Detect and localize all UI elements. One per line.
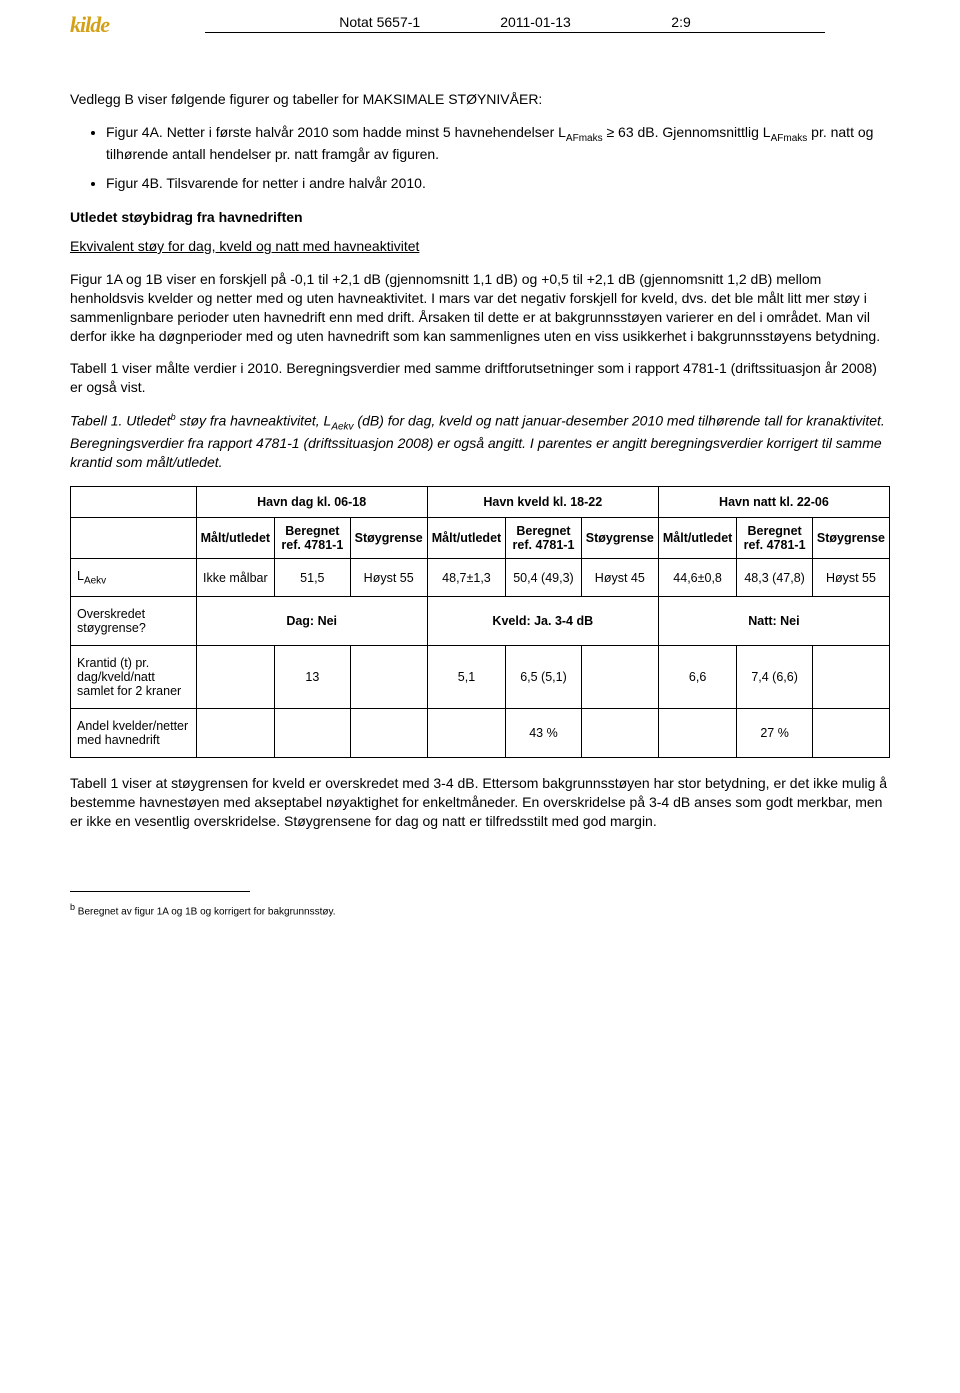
table-cell: 6,6	[658, 646, 736, 709]
table-cell: Kveld: Ja. 3-4 dB	[427, 597, 658, 646]
sub-header: Målt/utledet	[196, 517, 274, 558]
table-cell	[427, 709, 505, 758]
section-title: Utledet støybidrag fra havnedriften	[70, 209, 890, 225]
text: Tabell 1. Utledet	[70, 413, 171, 429]
page: kilde Notat 5657-1 2011-01-13 2:9 Vedleg…	[0, 0, 960, 957]
table-cell: 48,3 (47,8)	[737, 558, 813, 597]
table-cell: Dag: Nei	[196, 597, 427, 646]
data-table: Havn dag kl. 06-18 Havn kveld kl. 18-22 …	[70, 486, 890, 759]
footnote-text: Beregnet av figur 1A og 1B og korrigert …	[75, 906, 336, 917]
table-cell: 5,1	[427, 646, 505, 709]
footnote: b Beregnet av figur 1A og 1B og korriger…	[70, 902, 890, 917]
table-cell: 6,5 (5,1)	[506, 646, 582, 709]
paragraph-4: Tabell 1 viser at støygrensen for kveld …	[70, 774, 890, 831]
subscript: AFmaks	[566, 133, 603, 144]
bullet-item-2: Figur 4B. Tilsvarende for netter i andre…	[106, 174, 890, 193]
table-cell	[71, 517, 197, 558]
section-subtitle: Ekvivalent støy for dag, kveld og natt m…	[70, 237, 890, 256]
table-cell: Ikke målbar	[196, 558, 274, 597]
sub-header: Støygrense	[581, 517, 658, 558]
text: Figur 4A. Netter i første halvår 2010 so…	[106, 124, 566, 140]
sub-header: Støygrense	[350, 517, 427, 558]
table-cell	[812, 646, 889, 709]
doc-page: 2:9	[651, 14, 691, 30]
table-cell	[581, 709, 658, 758]
group-header: Havn natt kl. 22-06	[658, 486, 889, 517]
table-cell: 43 %	[506, 709, 582, 758]
table-cell: 13	[275, 646, 351, 709]
sub-header: Målt/utledet	[427, 517, 505, 558]
bullet-list: Figur 4A. Netter i første halvår 2010 so…	[70, 123, 890, 193]
bullet-item-1: Figur 4A. Netter i første halvår 2010 so…	[106, 123, 890, 164]
table-cell: 51,5	[275, 558, 351, 597]
paragraph-1: Figur 1A og 1B viser en forskjell på -0,…	[70, 270, 890, 346]
table-header-row-2: Målt/utledet Beregnet ref. 4781-1 Støygr…	[71, 517, 890, 558]
table-cell	[196, 646, 274, 709]
intro-paragraph: Vedlegg B viser følgende figurer og tabe…	[70, 90, 890, 109]
table-cell: 27 %	[737, 709, 813, 758]
header-meta: Notat 5657-1 2011-01-13 2:9	[140, 12, 890, 33]
table-cell: Høyst 55	[812, 558, 889, 597]
sub-header: Målt/utledet	[658, 517, 736, 558]
row-label: Overskredet støygrense?	[71, 597, 197, 646]
table-cell: 50,4 (49,3)	[506, 558, 582, 597]
sub-header: Støygrense	[812, 517, 889, 558]
table-cell: Høyst 55	[350, 558, 427, 597]
table-row: Andel kvelder/netter med havnedrift 43 %…	[71, 709, 890, 758]
table-row: Krantid (t) pr. dag/kveld/natt samlet fo…	[71, 646, 890, 709]
table-cell	[275, 709, 351, 758]
table-cell: Natt: Nei	[658, 597, 889, 646]
table-cell: 44,6±0,8	[658, 558, 736, 597]
table-cell	[812, 709, 889, 758]
table-cell	[658, 709, 736, 758]
table-cell	[581, 646, 658, 709]
page-header: kilde Notat 5657-1 2011-01-13 2:9	[70, 12, 890, 40]
row-label: Krantid (t) pr. dag/kveld/natt samlet fo…	[71, 646, 197, 709]
table-header-row-1: Havn dag kl. 06-18 Havn kveld kl. 18-22 …	[71, 486, 890, 517]
sub-header: Beregnet ref. 4781-1	[737, 517, 813, 558]
table-cell	[350, 709, 427, 758]
table-caption: Tabell 1. Utledetb støy fra havneaktivit…	[70, 411, 890, 472]
subscript: Aekv	[84, 575, 106, 586]
table-cell: 7,4 (6,6)	[737, 646, 813, 709]
subscript: AFmaks	[771, 133, 808, 144]
logo-text: kilde	[70, 12, 109, 37]
text: støy fra havneaktivitet, L	[176, 413, 332, 429]
sub-header: Beregnet ref. 4781-1	[275, 517, 351, 558]
table-row: Overskredet støygrense? Dag: Nei Kveld: …	[71, 597, 890, 646]
sub-header: Beregnet ref. 4781-1	[506, 517, 582, 558]
doc-date: 2011-01-13	[500, 14, 571, 30]
row-label: Andel kvelder/netter med havnedrift	[71, 709, 197, 758]
text: ≥ 63 dB. Gjennomsnittlig L	[603, 124, 771, 140]
logo: kilde	[70, 12, 124, 40]
table-cell: Høyst 45	[581, 558, 658, 597]
table-cell	[196, 709, 274, 758]
footnote-separator	[70, 891, 250, 892]
doc-ref: Notat 5657-1	[339, 14, 420, 30]
subscript: Aekv	[331, 422, 353, 433]
paragraph-2: Tabell 1 viser målte verdier i 2010. Ber…	[70, 359, 890, 397]
table-corner	[71, 486, 197, 517]
table-cell: 48,7±1,3	[427, 558, 505, 597]
table-row: LAekv Ikke målbar 51,5 Høyst 55 48,7±1,3…	[71, 558, 890, 597]
row-label: LAekv	[71, 558, 197, 597]
group-header: Havn dag kl. 06-18	[196, 486, 427, 517]
table-cell	[350, 646, 427, 709]
text: L	[77, 569, 84, 583]
group-header: Havn kveld kl. 18-22	[427, 486, 658, 517]
